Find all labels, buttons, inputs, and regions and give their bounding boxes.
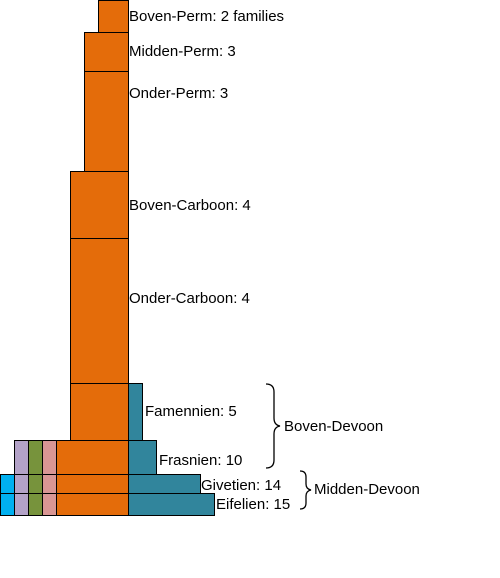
block-eifelien-teal — [128, 493, 215, 516]
block-frasnien-green — [28, 440, 43, 475]
label-onder-carboon: Onder-Carboon: 4 — [129, 290, 250, 307]
label-boven-carboon: Boven-Carboon: 4 — [129, 197, 251, 214]
label-onder-perm: Onder-Perm: 3 — [129, 85, 228, 102]
block-eifelien-orange — [56, 493, 129, 516]
group-label-boven-devoon: Boven-Devoon — [284, 418, 383, 435]
block-onder-carboon — [70, 238, 129, 384]
block-midden-perm — [84, 32, 129, 72]
label-famennien: Famennien: 5 — [145, 403, 237, 420]
block-givetien-pink — [42, 474, 57, 494]
block-givetien-teal — [128, 474, 201, 494]
block-eifelien-lilac — [14, 493, 29, 516]
block-eifelien-pink — [42, 493, 57, 516]
period-brackets — [265, 383, 312, 510]
block-givetien-lilac — [14, 474, 29, 494]
block-famennien-teal — [128, 383, 143, 441]
block-givetien-green — [28, 474, 43, 494]
block-givetien-sky — [0, 474, 15, 494]
group-label-midden-devoon: Midden-Devoon — [314, 481, 420, 498]
label-frasnien: Frasnien: 10 — [159, 452, 242, 469]
label-midden-perm: Midden-Perm: 3 — [129, 43, 236, 60]
block-boven-perm — [98, 0, 129, 33]
label-boven-perm: Boven-Perm: 2 families — [129, 8, 284, 25]
midden-devoon-bracket — [299, 470, 312, 510]
diversity-blocks — [0, 0, 215, 516]
label-eifelien: Eifelien: 15 — [216, 496, 290, 513]
block-eifelien-green — [28, 493, 43, 516]
block-eifelien-sky — [0, 493, 15, 516]
block-givetien-orange — [56, 474, 129, 494]
block-frasnien-teal — [128, 440, 157, 475]
label-givetien: Givetien: 14 — [201, 477, 281, 494]
block-famennien-orange — [70, 383, 129, 441]
block-frasnien-orange — [56, 440, 129, 475]
boven-devoon-bracket — [265, 383, 281, 469]
block-boven-carboon — [70, 171, 129, 239]
period-labels: Boven-Perm: 2 families Midden-Perm: 3 On… — [129, 8, 420, 513]
block-onder-perm — [84, 71, 129, 172]
block-frasnien-lilac — [14, 440, 29, 475]
block-frasnien-pink — [42, 440, 57, 475]
